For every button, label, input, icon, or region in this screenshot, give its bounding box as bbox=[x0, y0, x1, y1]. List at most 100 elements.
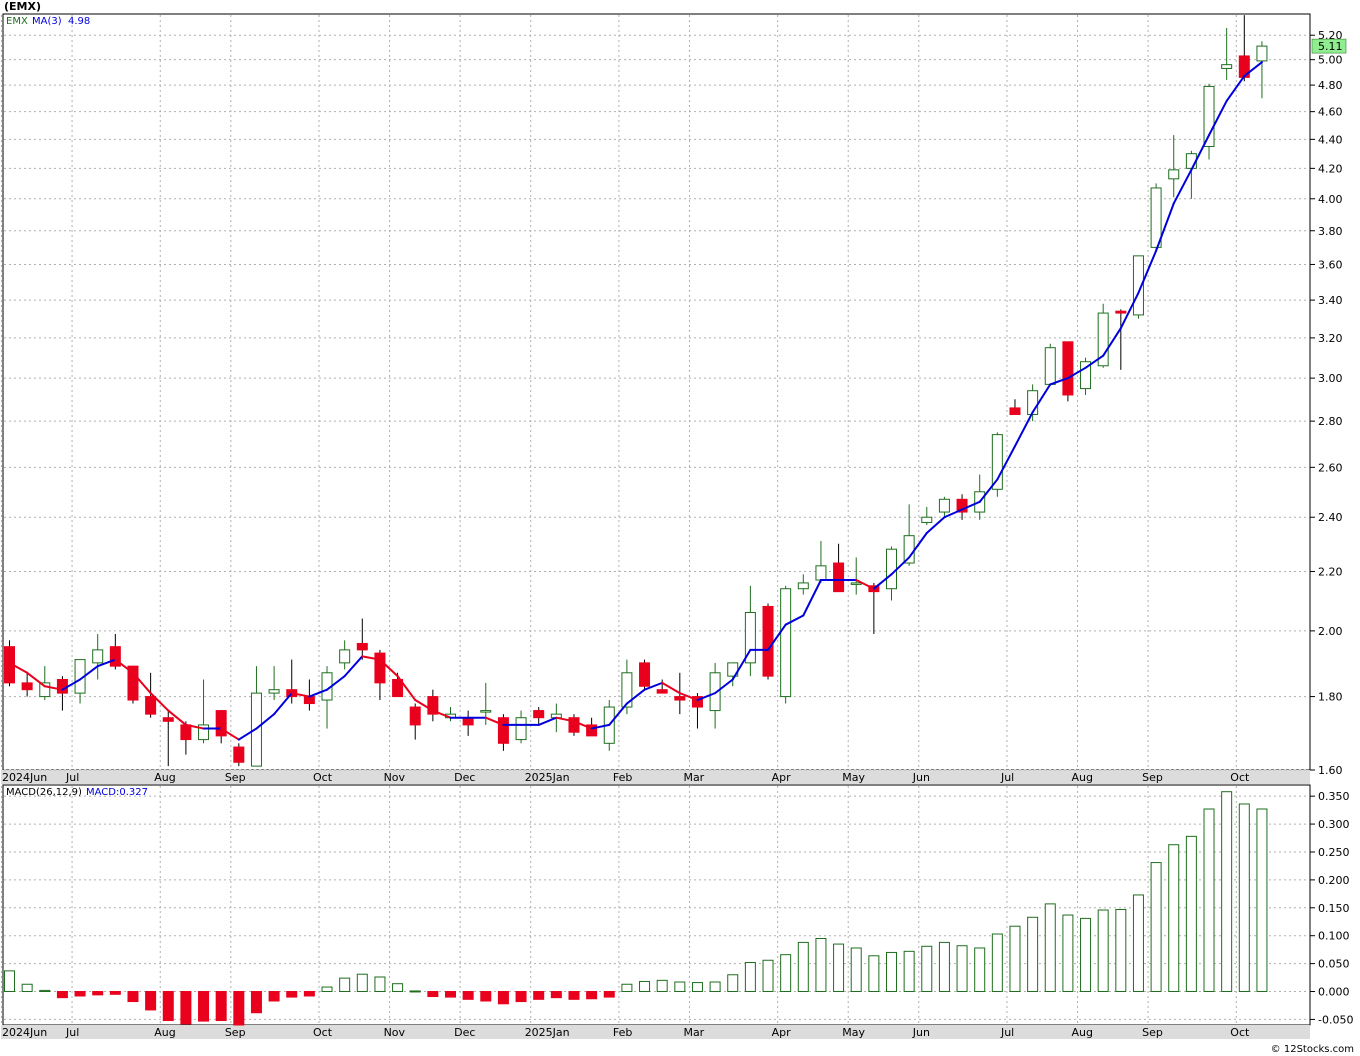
macd-bar bbox=[1203, 808, 1215, 993]
macd-x-tick-label: Jul bbox=[1000, 1026, 1014, 1039]
macd-bar bbox=[1238, 803, 1250, 993]
candle-body bbox=[586, 724, 598, 737]
macd-bar bbox=[1044, 903, 1056, 993]
macd-bar bbox=[515, 991, 527, 1003]
price-x-tick-label: Jul bbox=[1000, 771, 1014, 784]
macd-x-tick-label: Sep bbox=[225, 1026, 246, 1039]
macd-bar bbox=[815, 937, 827, 993]
price-x-tick-label: Apr bbox=[772, 771, 792, 784]
price-y-tick-label: 2.40 bbox=[1318, 511, 1343, 524]
macd-bar bbox=[974, 947, 986, 993]
candle bbox=[991, 432, 1003, 497]
ma-segment bbox=[220, 727, 240, 741]
price-y-tick-label: 4.80 bbox=[1318, 79, 1343, 92]
price-y-tick-label: 2.20 bbox=[1318, 565, 1343, 578]
candle bbox=[533, 707, 545, 725]
macd-bar bbox=[392, 983, 404, 993]
ma-segment bbox=[1084, 354, 1105, 369]
candle bbox=[1150, 183, 1162, 251]
macd-x-tick-label: Aug bbox=[154, 1026, 175, 1039]
macd-x-tick-label: Oct bbox=[313, 1026, 333, 1039]
macd-x-tick-label: Nov bbox=[384, 1026, 406, 1039]
ma-segment bbox=[96, 658, 117, 668]
ma-segment bbox=[1066, 366, 1087, 380]
candle bbox=[639, 659, 651, 690]
ma-segment bbox=[431, 709, 452, 719]
candle-body bbox=[356, 642, 368, 651]
candle bbox=[762, 603, 774, 680]
candle bbox=[339, 640, 351, 670]
macd-bar bbox=[1150, 862, 1162, 993]
macd-bar bbox=[4, 970, 15, 993]
ma-segment bbox=[925, 516, 946, 535]
price-y-tick-label: 2.00 bbox=[1318, 625, 1343, 638]
candle-body bbox=[639, 662, 651, 687]
macd-bar bbox=[568, 991, 580, 1000]
candle-body bbox=[480, 710, 492, 713]
candle-body bbox=[1132, 255, 1144, 316]
ma-segment bbox=[1172, 168, 1193, 205]
ma-segment bbox=[237, 727, 258, 741]
candle-body bbox=[515, 717, 527, 741]
candle bbox=[833, 543, 845, 593]
macd-y-axis: -0.050 0.000 0.050 0.100 0.150 0.200 0.250 0.30… bbox=[1310, 790, 1353, 1026]
ma-segment bbox=[8, 661, 29, 674]
candle bbox=[162, 710, 174, 767]
macd-date-band bbox=[1, 1025, 1310, 1039]
macd-panel-frame bbox=[2, 784, 1311, 1026]
ma-segment bbox=[343, 655, 364, 678]
macd-bar bbox=[339, 977, 351, 993]
candle bbox=[515, 710, 527, 744]
macd-bar bbox=[462, 991, 474, 1000]
candle-body bbox=[568, 717, 580, 733]
candle bbox=[268, 666, 280, 701]
macd-bar bbox=[268, 991, 280, 1002]
macd-bar bbox=[180, 991, 192, 1025]
candle bbox=[586, 717, 598, 737]
price-x-tick-label: 2024Jun bbox=[2, 771, 47, 784]
candle-body bbox=[1062, 341, 1074, 396]
ma-segment bbox=[572, 720, 593, 730]
macd-x-tick-label: Feb bbox=[613, 1026, 632, 1039]
ma-segment bbox=[625, 688, 646, 705]
macd-bar bbox=[603, 991, 615, 998]
macd-bar bbox=[938, 941, 950, 993]
macd-bar bbox=[621, 983, 633, 993]
candle-body bbox=[744, 611, 756, 664]
ma-segment bbox=[1119, 291, 1140, 330]
price-x-tick-label: Oct bbox=[1230, 771, 1250, 784]
candle-body bbox=[956, 498, 968, 513]
macd-bar bbox=[480, 991, 492, 1002]
price-x-tick-label: May bbox=[842, 771, 865, 784]
candle-body bbox=[215, 710, 227, 737]
macd-bar bbox=[1185, 835, 1197, 993]
price-x-tick-label: Feb bbox=[613, 771, 632, 784]
candle-body bbox=[39, 682, 51, 698]
ma-segment bbox=[1208, 99, 1228, 137]
ma-segment bbox=[555, 716, 575, 723]
macd-bar bbox=[215, 991, 227, 1022]
candle-body bbox=[991, 434, 1003, 490]
candle-body bbox=[109, 646, 121, 667]
candle bbox=[233, 743, 245, 767]
ma-segment bbox=[767, 623, 787, 651]
candle bbox=[656, 679, 668, 694]
macd-bar bbox=[145, 991, 157, 1011]
price-y-tick-label: 1.80 bbox=[1318, 691, 1343, 704]
candle-body bbox=[1168, 169, 1180, 180]
macd-y-tick-label: 0.050 bbox=[1318, 958, 1350, 971]
macd-bar bbox=[956, 945, 968, 993]
last-price-label: 5.11 bbox=[1318, 40, 1343, 53]
candle-body bbox=[409, 706, 421, 726]
ma-segment bbox=[784, 614, 805, 626]
ma-segment bbox=[1102, 327, 1122, 357]
legend-ticker: EMX bbox=[6, 16, 28, 27]
candle-body bbox=[903, 535, 915, 564]
candle-body bbox=[921, 516, 933, 523]
macd-bar bbox=[356, 973, 368, 993]
legend-ma-label: MA(3) bbox=[32, 16, 62, 27]
ma-segment bbox=[590, 723, 611, 730]
macd-x-tick-label: Jul bbox=[65, 1026, 79, 1039]
candle bbox=[427, 689, 439, 722]
candle-body bbox=[709, 672, 721, 712]
